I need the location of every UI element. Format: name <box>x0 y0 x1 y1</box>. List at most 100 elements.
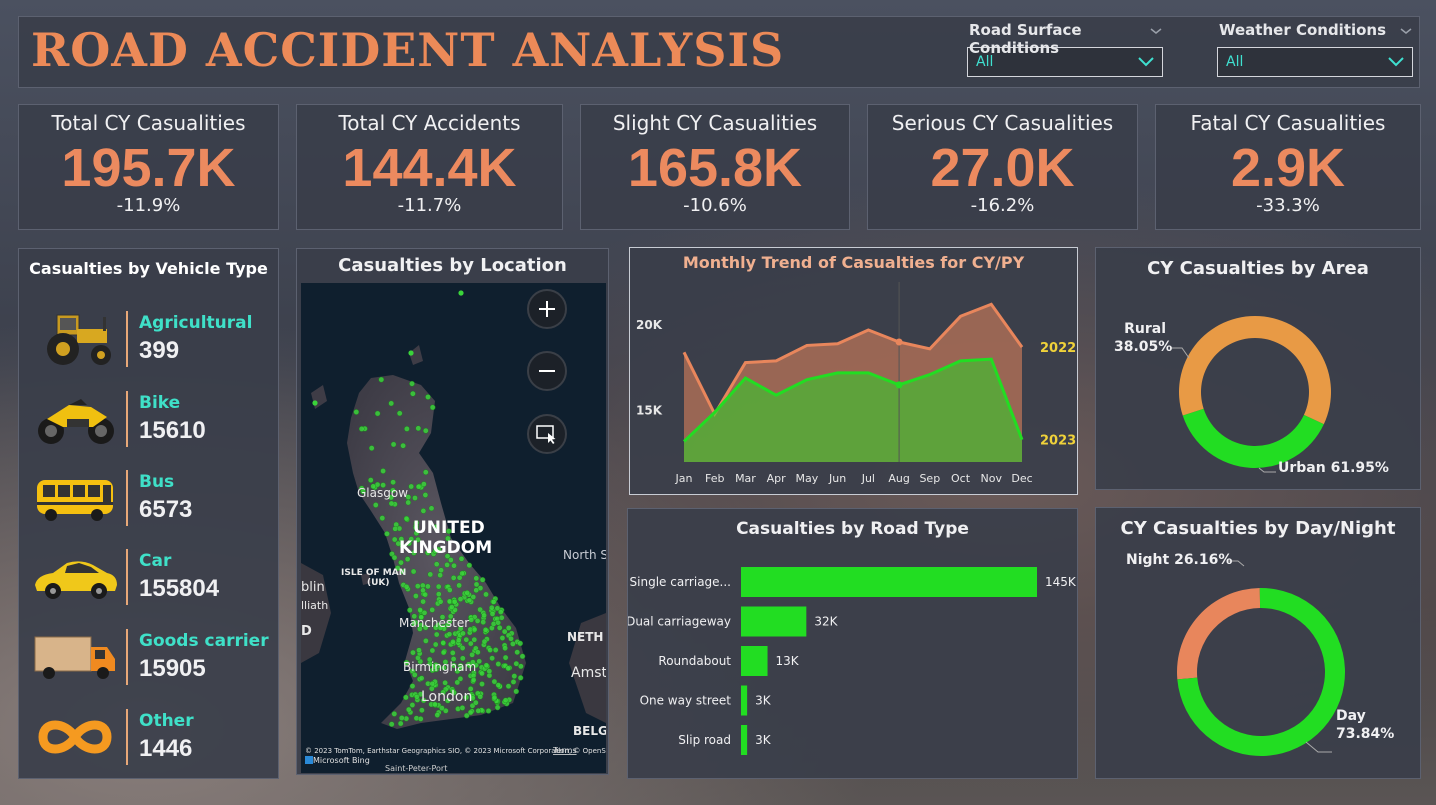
zoom-in-button[interactable] <box>527 289 567 329</box>
collapse-chevron-icon[interactable] <box>1399 23 1413 37</box>
weather-dropdown[interactable]: All <box>1217 47 1413 77</box>
casualty-dot <box>441 664 447 671</box>
casualty-dot <box>502 654 509 661</box>
casualty-dot <box>458 555 465 562</box>
bar[interactable] <box>741 685 748 716</box>
select-region-icon <box>536 425 556 444</box>
road-type-bar-chart[interactable]: Single carriage... 145K Dual carriageway 32… <box>628 547 1077 777</box>
casualty-dot <box>488 604 495 611</box>
road-surface-filter[interactable]: Road Surface Conditions All <box>967 21 1163 77</box>
casualty-dot <box>489 611 496 617</box>
casualty-dot <box>392 525 398 532</box>
bar-value-label: 145K <box>1045 575 1077 589</box>
map-attribution: © 2023 TomTom, Earthstar Geographics SIO… <box>305 747 606 755</box>
casualty-dot <box>429 680 436 687</box>
x-tick-label: Jan <box>675 472 693 485</box>
weather-filter[interactable]: Weather Conditions All <box>1217 21 1413 77</box>
casualty-dot <box>390 479 396 485</box>
casualty-dot <box>476 658 482 665</box>
map-label-london: London <box>421 689 472 705</box>
bar[interactable] <box>741 646 768 676</box>
casualty-dot <box>445 535 451 542</box>
road-surface-dropdown[interactable]: All <box>967 47 1163 77</box>
casualty-dot <box>479 681 485 687</box>
vehicle-count: 15905 <box>139 655 206 682</box>
casualty-dot <box>489 655 495 662</box>
casualty-dot <box>467 640 474 647</box>
casualty-dot <box>420 508 427 514</box>
map-label-netherlands: NETH <box>567 630 603 644</box>
casualty-dot <box>418 614 425 621</box>
monthly-trend-chart[interactable]: 15K 20K 2022 2023 Jan Feb Mar Apr May Jun Jul Aug Se… <box>630 276 1077 492</box>
series-line-2022[interactable] <box>682 302 1024 418</box>
casualty-dot <box>410 568 417 575</box>
casualty-dot <box>492 647 499 653</box>
map-label-united: UNITED <box>413 518 485 538</box>
casualty-dot <box>417 626 423 632</box>
leader-line <box>1258 467 1276 473</box>
casualty-dot <box>429 607 435 613</box>
casualty-dot <box>458 665 465 671</box>
bar[interactable] <box>741 606 807 637</box>
hover-point-2022 <box>895 338 903 346</box>
road-chart-title: Casualties by Road Type <box>736 519 969 539</box>
vehicle-name: Car <box>139 551 172 571</box>
casualty-dot <box>420 697 427 704</box>
casualty-dot <box>508 635 514 642</box>
casualty-dot <box>422 492 429 498</box>
casualty-dot <box>442 679 448 686</box>
casualty-dot <box>374 410 381 417</box>
area-donut-chart[interactable] <box>1096 286 1420 486</box>
bar-category-label: Single carriage... <box>630 575 731 589</box>
collapse-chevron-icon[interactable] <box>1149 23 1163 37</box>
x-tick-label: Jun <box>828 472 846 485</box>
casualty-dot <box>399 715 405 721</box>
casualty-dot <box>499 635 506 641</box>
casualty-dot <box>466 562 473 569</box>
casualty-dot <box>477 693 483 700</box>
kpi-change: -11.7% <box>397 195 462 216</box>
casualty-dot <box>409 702 416 708</box>
road-surface-value: All <box>976 54 994 70</box>
casualty-dot <box>438 567 444 574</box>
uk-map[interactable]: Glasgow UNITED KINGDOM ISLE OF MAN (UK) … <box>301 283 606 773</box>
casualty-dot <box>403 515 410 522</box>
casualty-dot <box>444 553 451 560</box>
casualty-dot <box>353 409 360 415</box>
casualty-dot <box>451 598 458 605</box>
vehicle-name: Goods carrier <box>139 631 269 651</box>
road-type-panel: Casualties by Road Type Single carriage.… <box>627 508 1078 779</box>
casualty-dot <box>450 575 457 581</box>
donut-slice-night[interactable] <box>1177 588 1261 680</box>
casualty-dot <box>444 697 451 704</box>
casualty-dot <box>437 625 444 631</box>
casualty-dot <box>472 699 479 706</box>
casualty-dot <box>403 583 410 590</box>
select-area-button[interactable] <box>527 414 567 454</box>
x-tick-label: Sep <box>919 472 940 485</box>
casualty-dot <box>373 502 379 508</box>
y-tick-label: 20K <box>636 318 663 332</box>
map-label-manchester: Manchester <box>399 616 469 630</box>
separator <box>126 629 128 685</box>
zoom-out-button[interactable] <box>527 351 567 391</box>
series-line-2023[interactable] <box>682 357 1024 443</box>
casualty-dot <box>473 587 479 594</box>
casualty-dot <box>368 445 375 451</box>
casualty-dot <box>459 705 466 711</box>
casualty-dot <box>432 548 439 554</box>
bar[interactable] <box>741 567 1037 597</box>
map-label-glasgow: Glasgow <box>357 486 408 500</box>
series-end-label: 2022 <box>1040 341 1076 356</box>
donut-slice-urban[interactable] <box>1179 316 1331 425</box>
casualty-dot <box>404 426 410 432</box>
bar[interactable] <box>741 725 748 755</box>
day-night-donut-chart[interactable] <box>1096 546 1420 776</box>
casualty-dot <box>412 495 418 501</box>
casualty-dot <box>446 587 453 593</box>
casualty-dot <box>502 645 508 651</box>
map-terms-link[interactable]: Terms <box>552 746 577 755</box>
casualty-dot <box>380 468 386 474</box>
casualty-dot <box>502 697 509 704</box>
donut-slice-rural[interactable] <box>1182 408 1324 468</box>
